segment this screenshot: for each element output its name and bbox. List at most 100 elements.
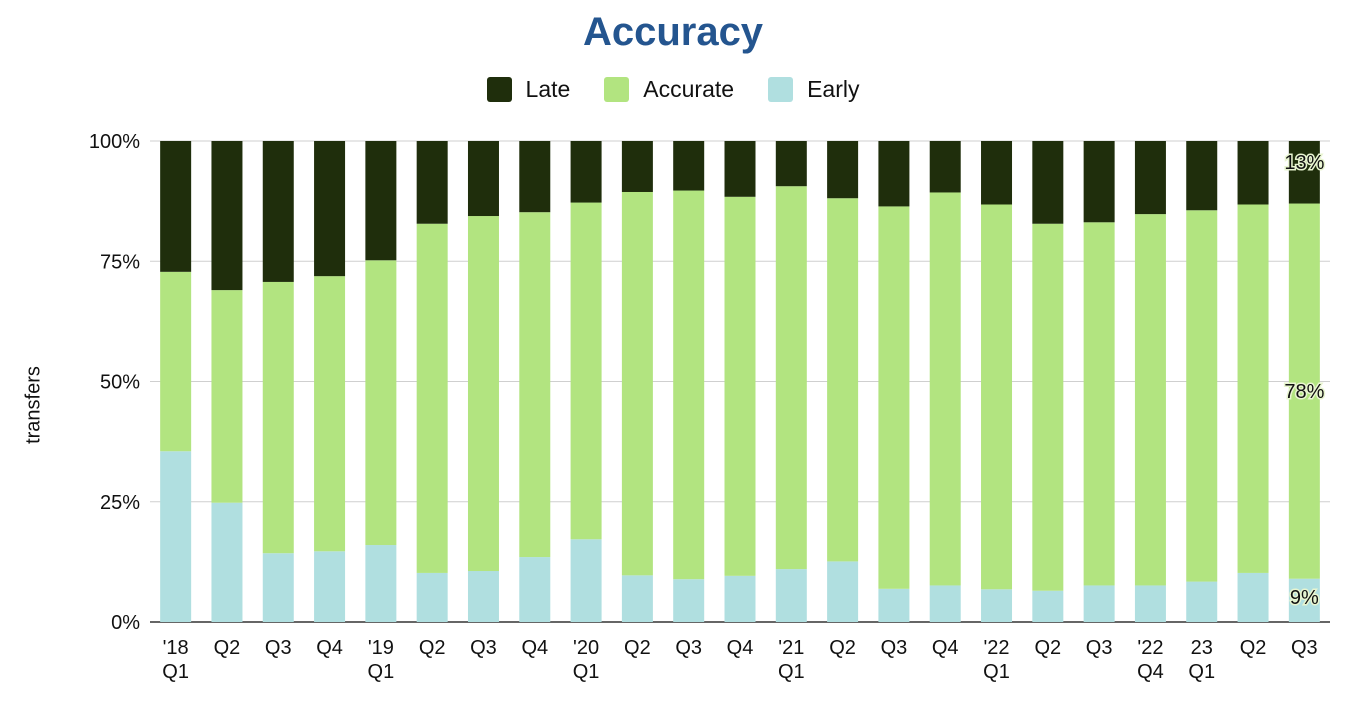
x-tick-label: Q2	[214, 637, 241, 659]
y-tick-label: 50%	[100, 372, 140, 394]
bar-early	[673, 579, 705, 622]
x-tick-label: '22	[1137, 637, 1163, 659]
x-tick-label: Q4	[521, 637, 548, 659]
bar-late	[519, 141, 551, 213]
bar-late	[570, 141, 602, 203]
x-tick-label: Q2	[1240, 637, 1267, 659]
bar-accurate	[1186, 210, 1218, 582]
legend-item-late: Late	[486, 76, 571, 103]
bar-early	[981, 589, 1013, 622]
legend: Late Accurate Early	[0, 76, 1346, 103]
bar-accurate	[467, 216, 499, 572]
bar-late	[211, 141, 243, 291]
x-tick-label: Q2	[624, 637, 651, 659]
bar-late	[365, 141, 397, 261]
bar-late	[467, 141, 499, 217]
x-tick-label: Q1	[573, 661, 600, 683]
bar-early	[878, 588, 910, 622]
bar-late	[1134, 141, 1166, 215]
bar-early	[1288, 578, 1320, 622]
bar-early	[1186, 581, 1218, 622]
bar-accurate	[775, 186, 807, 570]
bar-early	[160, 451, 192, 622]
x-tick-label: '18	[163, 637, 189, 659]
bar-late	[724, 141, 756, 197]
bar-early	[314, 551, 346, 622]
bar-early	[775, 569, 807, 622]
bar-accurate	[981, 204, 1013, 590]
data-label: 13%	[1284, 152, 1324, 174]
bar-accurate	[1134, 214, 1166, 586]
bar-early	[1083, 585, 1115, 622]
bar-accurate	[1237, 204, 1269, 573]
x-tick-label: Q4	[932, 637, 959, 659]
x-tick-label: Q3	[1086, 637, 1113, 659]
x-tick-label: Q2	[1034, 637, 1061, 659]
bar-early	[827, 561, 859, 622]
bar-early	[724, 575, 756, 622]
bar-accurate	[929, 192, 961, 586]
y-tick-label: 25%	[100, 492, 140, 514]
data-label: 78%	[1284, 381, 1324, 403]
bar-accurate	[519, 212, 551, 558]
bar-accurate	[570, 202, 602, 540]
bar-late	[878, 141, 910, 207]
bar-accurate	[1288, 203, 1320, 579]
bar-late	[827, 141, 859, 199]
bar-early	[929, 585, 961, 622]
bar-accurate	[416, 223, 448, 573]
bar-late	[775, 141, 807, 187]
x-tick-label: Q3	[470, 637, 497, 659]
bar-early	[211, 502, 243, 622]
bar-early	[570, 539, 602, 622]
bar-early	[262, 553, 294, 622]
bar-accurate	[211, 290, 243, 503]
bar-early	[365, 545, 397, 622]
legend-swatch	[768, 77, 794, 102]
x-tick-label: '19	[368, 637, 394, 659]
x-tick-label: Q3	[675, 637, 702, 659]
x-tick-label: '22	[983, 637, 1009, 659]
x-tick-label: Q1	[778, 661, 805, 683]
x-tick-label: '20	[573, 637, 599, 659]
bar-early	[1134, 585, 1166, 622]
x-tick-label: Q4	[316, 637, 343, 659]
y-tick-label: 75%	[100, 251, 140, 273]
bar-late	[160, 141, 192, 272]
legend-item-accurate: Accurate	[604, 76, 734, 103]
x-tick-label: Q1	[368, 661, 395, 683]
x-tick-label: Q1	[983, 661, 1010, 683]
bar-early	[416, 572, 448, 622]
legend-label: Accurate	[643, 76, 735, 102]
x-tick-label: '21	[778, 637, 804, 659]
bar-accurate	[1032, 223, 1064, 591]
legend-item-early: Early	[768, 76, 859, 103]
bar-late	[314, 141, 346, 277]
bar-accurate	[1083, 222, 1115, 586]
y-tick-label: 100%	[89, 131, 140, 153]
data-label: 9%	[1290, 587, 1319, 609]
bar-accurate	[314, 276, 346, 552]
bar-early	[1032, 590, 1064, 622]
x-tick-label: Q1	[162, 661, 189, 683]
legend-label: Early	[807, 76, 860, 102]
bar-accurate	[827, 198, 859, 562]
bar-late	[416, 141, 448, 224]
bar-accurate	[673, 190, 705, 580]
bar-late	[1237, 141, 1269, 205]
bar-late	[1186, 141, 1218, 211]
x-tick-label: Q4	[727, 637, 754, 659]
bar-late	[1083, 141, 1115, 223]
bar-accurate	[621, 191, 653, 576]
x-tick-label: Q2	[829, 637, 856, 659]
legend-label: Late	[525, 76, 571, 102]
bar-late	[621, 141, 653, 192]
x-tick-label: Q2	[419, 637, 446, 659]
chart-title: Accuracy	[582, 10, 764, 54]
bar-early	[467, 571, 499, 622]
bar-late	[929, 141, 961, 193]
bar-late	[262, 141, 294, 282]
y-tick-label: 0%	[111, 612, 140, 634]
x-tick-label: Q4	[1137, 661, 1164, 683]
